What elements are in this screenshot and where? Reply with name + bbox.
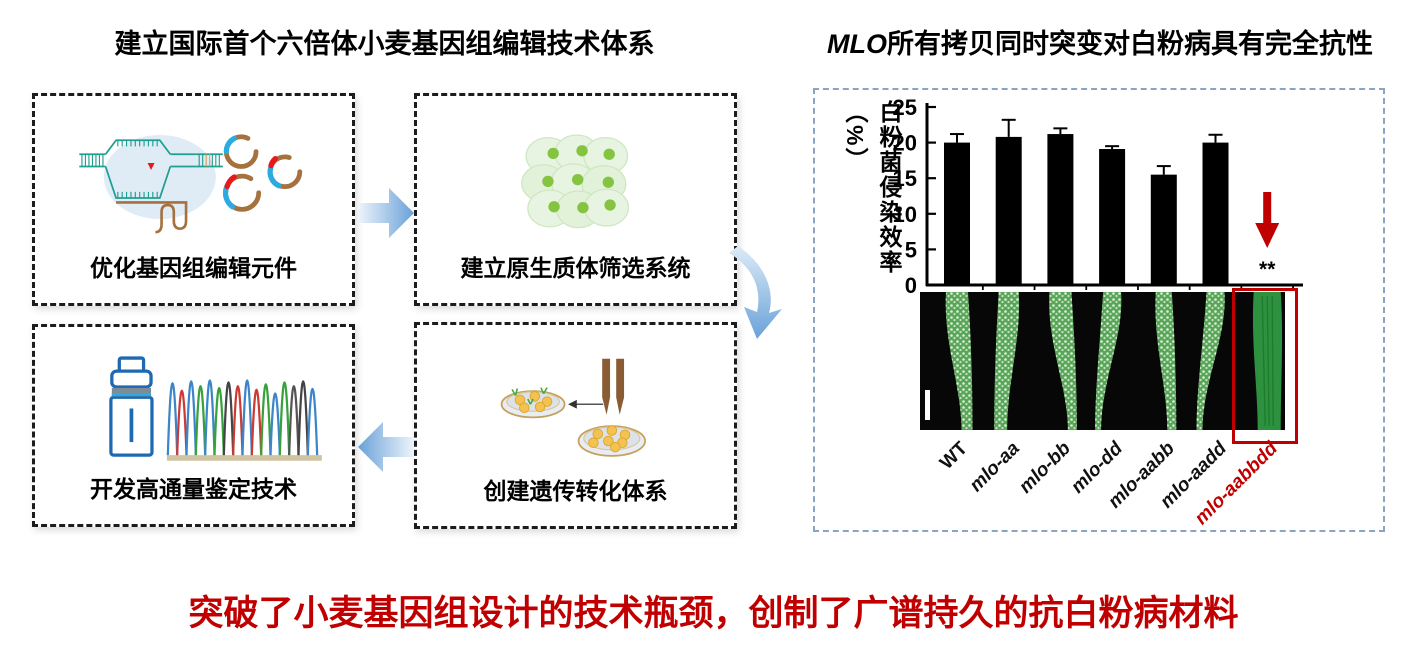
dna-strand	[79, 139, 223, 199]
flow-arrow-curved-down-icon	[729, 246, 782, 339]
leaf-vein	[1261, 295, 1266, 427]
flow-arrow-right-icon	[358, 188, 414, 238]
tweezers-icon	[602, 358, 625, 415]
step-label: 建立原生质体筛选系统	[460, 255, 691, 281]
y-tick-label: 5	[905, 237, 917, 262]
workflow-box-editing-elements: 优化基因组编辑元件	[32, 93, 355, 306]
bar	[1202, 142, 1229, 285]
cell-cluster	[521, 134, 630, 229]
step-label: 开发高通量鉴定技术	[90, 476, 297, 502]
resistant-leaf-highlight-box	[1232, 288, 1298, 444]
right-section-title: MLO所有拷贝同时突变对白粉病具有完全抗性	[795, 22, 1405, 61]
step-label: 创建遗传转化体系	[483, 478, 668, 504]
petri-dish-sprouts	[500, 387, 566, 419]
bar	[944, 142, 970, 285]
mildew-speckle	[945, 292, 973, 430]
chromatogram-peaks	[166, 379, 319, 456]
y-tick-label: 20	[893, 131, 917, 156]
sequencing-chromatogram-icon	[109, 356, 322, 461]
cut-site-marker	[147, 163, 155, 170]
infection-bar-chart: 0 5 10 15 20 25 **	[893, 95, 1303, 298]
step-label: 优化基因组编辑元件	[90, 255, 297, 281]
y-tick-label: 25	[893, 95, 917, 120]
mildew-speckle	[1155, 292, 1177, 430]
resistant-leaf	[1252, 292, 1283, 430]
workflow-box-transformation: 创建遗传转化体系	[414, 322, 737, 529]
scale-bar	[925, 390, 930, 420]
protoplast-cells-icon	[521, 134, 630, 229]
mildew-speckle	[1196, 292, 1225, 430]
leaf-strips	[925, 292, 1283, 430]
bar	[1047, 134, 1074, 285]
crispr-plasmids-icon	[79, 134, 303, 234]
y-tick-label: 0	[905, 273, 917, 298]
chromatogram-baseline	[166, 455, 322, 461]
workflow-box-identification: 开发高通量鉴定技术	[32, 324, 355, 527]
mildew-speckle	[1049, 292, 1077, 430]
bar	[1150, 174, 1177, 285]
summary-banner: 突破了小麦基因组设计的技术瓶颈，创制了广谱持久的抗白粉病材料	[188, 594, 1239, 633]
bar	[1099, 149, 1126, 285]
mildew-speckle	[1095, 292, 1122, 430]
leaf-vein	[1271, 295, 1274, 427]
petri-transformation-icon	[500, 358, 646, 457]
leaf-assay-photo	[920, 292, 1285, 430]
significance-arrow-shaft	[1263, 192, 1272, 225]
significance-marker: **	[1259, 258, 1276, 281]
plasmid-icons	[222, 134, 303, 212]
left-section-title: 建立国际首个六倍体小麦基因组编辑技术体系	[114, 29, 655, 59]
flow-arrow-left-icon	[358, 422, 414, 472]
workflow-box-protoplast-screening: 建立原生质体筛选系统	[414, 93, 737, 306]
y-tick-label: 15	[893, 166, 917, 191]
transfer-arrow	[568, 399, 604, 409]
y-tick-label: 10	[893, 202, 917, 227]
leaf-vein	[1266, 295, 1270, 427]
bar	[995, 136, 1022, 285]
significance-arrow-head	[1255, 223, 1280, 248]
mildew-speckle	[994, 292, 1020, 430]
guide-rna-tail	[116, 201, 188, 234]
petri-dish-calli	[577, 425, 646, 457]
right-title-text: 所有拷贝同时突变对白粉病具有完全抗性	[887, 29, 1373, 59]
y-axis-label: 白粉菌侵染效率（%）	[842, 100, 902, 275]
right-title-gene-name: MLO	[827, 29, 887, 59]
